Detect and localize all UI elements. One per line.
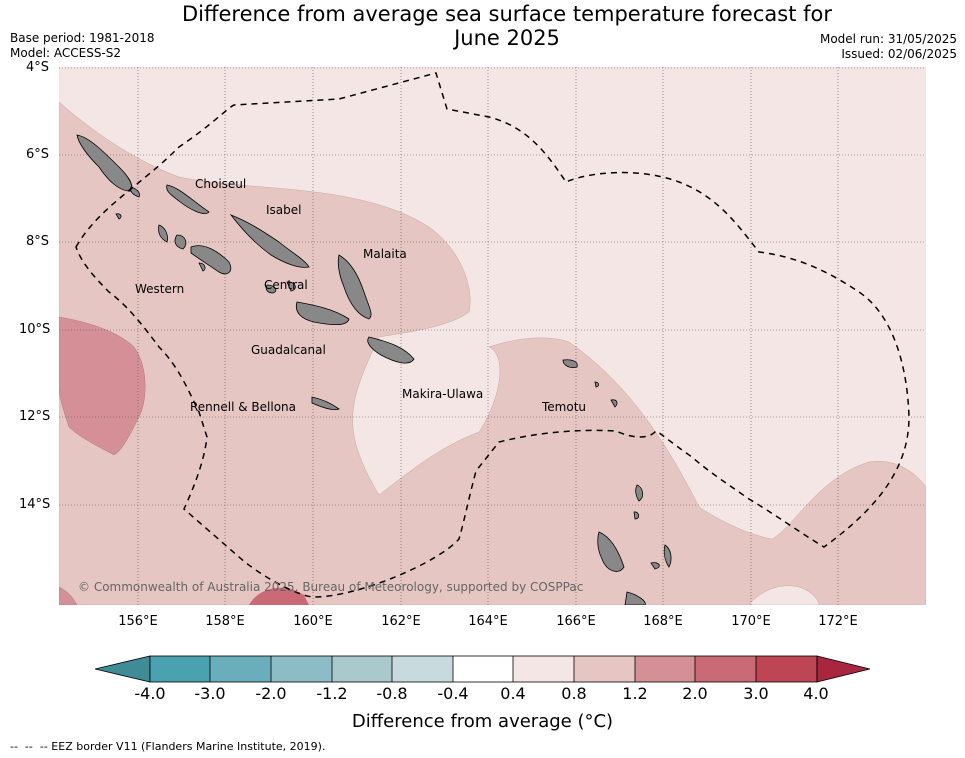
label-central: Central bbox=[264, 278, 308, 292]
colorbar-cell-5 bbox=[392, 656, 453, 682]
colorbar-cell-8 bbox=[574, 656, 635, 682]
rendova-islet bbox=[198, 262, 206, 272]
lat-tick-14s: 14°S bbox=[19, 497, 51, 512]
lon-tick-168e: 168°E bbox=[643, 614, 683, 629]
colorbar-cell-1 bbox=[150, 656, 210, 682]
title-line-1: Difference from average sea surface temp… bbox=[182, 2, 832, 26]
colorbar-cell-11 bbox=[756, 656, 817, 682]
lon-tick-166e: 166°E bbox=[556, 614, 596, 629]
vella-lavella-island bbox=[158, 224, 168, 243]
makira-island bbox=[367, 336, 415, 364]
colorbar-cell-9 bbox=[635, 656, 695, 682]
colorbar-frame bbox=[149, 655, 818, 683]
guadalcanal-island bbox=[295, 301, 350, 326]
anomaly-band-strong-south bbox=[59, 586, 78, 605]
ambae-islet bbox=[650, 562, 660, 570]
colorbar-label-3: -2.0 bbox=[255, 684, 287, 703]
colorbar-cell-6 bbox=[453, 656, 513, 682]
lat-tick-4s: 4°S bbox=[26, 60, 50, 75]
lat-tick-6s: 6°S bbox=[26, 147, 50, 162]
choiseul-islet bbox=[130, 186, 140, 198]
rennell-island bbox=[311, 396, 340, 410]
title-line-2: June 2025 bbox=[454, 26, 560, 50]
lon-tick-172e: 172°E bbox=[818, 614, 858, 629]
issued-date: Issued: 02/06/2025 bbox=[841, 47, 957, 61]
new-georgia-island bbox=[190, 245, 232, 275]
gridlines bbox=[59, 67, 926, 605]
santa-isabel-island bbox=[229, 214, 310, 268]
map-panel[interactable]: Choiseul Isabel Malaita Western Central … bbox=[59, 67, 926, 605]
colorbar-cell-3 bbox=[271, 656, 332, 682]
colorbar-label-1: -4.0 bbox=[134, 684, 166, 703]
pentecost-islet bbox=[663, 544, 672, 568]
colorbar-label-10: 2.0 bbox=[682, 684, 708, 703]
lon-tick-162e: 162°E bbox=[381, 614, 421, 629]
colorbar-label-7: 0.4 bbox=[500, 684, 526, 703]
vanikoro-islet bbox=[610, 399, 618, 408]
lon-tick-158e: 158°E bbox=[205, 614, 245, 629]
lon-tick-156e: 156°E bbox=[118, 614, 158, 629]
anomaly-band-strong-west bbox=[59, 316, 146, 456]
label-rennell-bellona: Rennell & Bellona bbox=[190, 400, 297, 414]
banks-islet bbox=[633, 511, 640, 520]
utupua-islet bbox=[594, 381, 599, 388]
colorbar-cell-2 bbox=[210, 656, 271, 682]
label-guadalcanal: Guadalcanal bbox=[251, 343, 326, 357]
label-isabel: Isabel bbox=[266, 203, 302, 217]
label-choiseul: Choiseul bbox=[195, 177, 247, 191]
colorbar-label-8: 0.8 bbox=[561, 684, 587, 703]
colorbar-label-5: -0.8 bbox=[376, 684, 408, 703]
colorbar-label-6: -0.4 bbox=[437, 684, 469, 703]
copyright-note: © Commonwealth of Australia 2025, Bureau… bbox=[78, 580, 584, 594]
model-name: Model: ACCESS-S2 bbox=[10, 46, 122, 60]
lat-tick-8s: 8°S bbox=[26, 234, 50, 249]
lat-tick-12s: 12°S bbox=[19, 409, 51, 424]
colorbar-cell-10 bbox=[695, 656, 756, 682]
colorbar-label-12: 4.0 bbox=[803, 684, 829, 703]
santa-cruz-island bbox=[562, 359, 578, 368]
isabel-tail bbox=[166, 184, 210, 214]
lat-tick-10s: 10°S bbox=[19, 322, 51, 337]
colorbar-label-4: -1.2 bbox=[316, 684, 348, 703]
espiritu-santo-island bbox=[597, 531, 625, 572]
base-period: Base period: 1981-2018 bbox=[10, 31, 155, 45]
base-info: Base period: 1981-2018 Model: ACCESS-S2 bbox=[10, 31, 155, 61]
lon-tick-164e: 164°E bbox=[468, 614, 508, 629]
kolombangara-island bbox=[174, 234, 187, 250]
colorbar-extend-low bbox=[95, 655, 151, 683]
label-temotu: Temotu bbox=[542, 400, 587, 414]
islands bbox=[76, 134, 672, 605]
label-makira-ulawa: Makira-Ulawa bbox=[402, 387, 484, 401]
florida-islet bbox=[265, 284, 277, 294]
label-malaita: Malaita bbox=[363, 247, 407, 261]
lon-tick-170e: 170°E bbox=[731, 614, 771, 629]
colorbar-cell-7 bbox=[513, 656, 574, 682]
run-info: Model run: 31/05/2025 Issued: 02/06/2025 bbox=[820, 32, 957, 62]
eez-footnote: -- -- -- EEZ border V11 (Flanders Marine… bbox=[10, 740, 326, 753]
colorbar-extend-high bbox=[816, 655, 870, 683]
colorbar-cell-4 bbox=[332, 656, 392, 682]
anomaly-band-light-br bbox=[748, 585, 820, 605]
colorbar-label-9: 1.2 bbox=[622, 684, 648, 703]
eez-border bbox=[75, 72, 910, 598]
colorbar-title: Difference from average (°C) bbox=[351, 711, 614, 732]
russell-islet bbox=[286, 281, 296, 292]
anomaly-band-medium bbox=[59, 101, 926, 605]
colorbar bbox=[95, 655, 870, 683]
malakula-islet bbox=[624, 591, 646, 605]
label-western: Western bbox=[135, 282, 185, 296]
model-run: Model run: 31/05/2025 bbox=[819, 32, 957, 46]
colorbar-label-11: 3.0 bbox=[743, 684, 769, 703]
colorbar-label-2: -3.0 bbox=[194, 684, 226, 703]
shortland-islet bbox=[115, 213, 122, 220]
torres-islet bbox=[635, 484, 643, 502]
lon-tick-160e: 160°E bbox=[293, 614, 333, 629]
malaita-island bbox=[337, 254, 372, 320]
chart-title: Difference from average sea surface temp… bbox=[150, 2, 864, 50]
map-canvas bbox=[59, 67, 926, 605]
